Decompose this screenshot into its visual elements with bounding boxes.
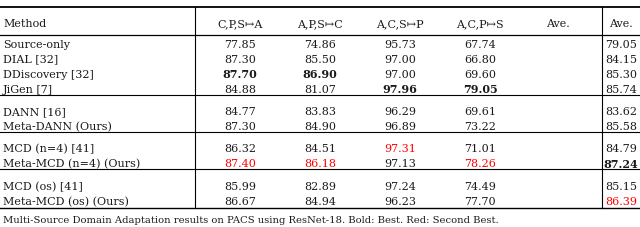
Text: 96.89: 96.89 (384, 121, 416, 131)
Text: 96.23: 96.23 (384, 196, 416, 206)
Text: 79.05: 79.05 (463, 84, 497, 95)
Text: Meta-DANN (Ours): Meta-DANN (Ours) (3, 121, 112, 132)
Text: 97.00: 97.00 (384, 54, 416, 64)
Text: Method: Method (3, 19, 47, 29)
Text: 77.70: 77.70 (464, 196, 496, 206)
Text: 84.88: 84.88 (224, 84, 256, 94)
Text: 74.49: 74.49 (464, 181, 496, 191)
Text: MCD (n=4) [41]: MCD (n=4) [41] (3, 144, 95, 154)
Text: 84.94: 84.94 (304, 196, 336, 206)
Text: 85.50: 85.50 (304, 54, 336, 64)
Text: 97.13: 97.13 (384, 159, 416, 169)
Text: 69.61: 69.61 (464, 107, 496, 116)
Text: 97.00: 97.00 (384, 69, 416, 79)
Text: 74.86: 74.86 (304, 39, 336, 49)
Text: 85.74: 85.74 (605, 84, 637, 94)
Text: 84.90: 84.90 (304, 121, 336, 131)
Text: 85.99: 85.99 (224, 181, 256, 191)
Text: A,P,S↦C: A,P,S↦C (297, 19, 343, 29)
Text: 85.58: 85.58 (605, 121, 637, 131)
Text: 78.26: 78.26 (464, 159, 496, 169)
Text: Meta-MCD (os) (Ours): Meta-MCD (os) (Ours) (3, 196, 129, 206)
Text: 84.15: 84.15 (605, 54, 637, 64)
Text: 97.24: 97.24 (384, 181, 416, 191)
Text: 81.07: 81.07 (304, 84, 336, 94)
Text: A,C,S↦P: A,C,S↦P (376, 19, 424, 29)
Text: 85.30: 85.30 (605, 69, 637, 79)
Text: Multi-Source Domain Adaptation results on PACS using ResNet-18. Bold: Best. Red:: Multi-Source Domain Adaptation results o… (3, 215, 499, 224)
Text: 97.31: 97.31 (384, 144, 416, 154)
Text: 87.30: 87.30 (224, 54, 256, 64)
Text: 84.51: 84.51 (304, 144, 336, 154)
Text: 71.01: 71.01 (464, 144, 496, 154)
Text: 67.74: 67.74 (464, 39, 496, 49)
Text: 86.90: 86.90 (303, 69, 337, 80)
Text: 87.40: 87.40 (224, 159, 256, 169)
Text: 83.83: 83.83 (304, 107, 336, 116)
Text: 95.73: 95.73 (384, 39, 416, 49)
Text: Ave.: Ave. (546, 19, 570, 29)
Text: 82.89: 82.89 (304, 181, 336, 191)
Text: DDiscovery [32]: DDiscovery [32] (3, 69, 94, 79)
Text: 86.32: 86.32 (224, 144, 256, 154)
Text: Ave.: Ave. (609, 19, 633, 29)
Text: 73.22: 73.22 (464, 121, 496, 131)
Text: MCD (os) [41]: MCD (os) [41] (3, 181, 83, 191)
Text: A,C,P↦S: A,C,P↦S (456, 19, 504, 29)
Text: DIAL [32]: DIAL [32] (3, 54, 58, 64)
Text: 85.15: 85.15 (605, 181, 637, 191)
Text: 83.62: 83.62 (605, 107, 637, 116)
Text: Source-only: Source-only (3, 39, 70, 49)
Text: 96.29: 96.29 (384, 107, 416, 116)
Text: 97.96: 97.96 (383, 84, 417, 95)
Text: Meta-MCD (n=4) (Ours): Meta-MCD (n=4) (Ours) (3, 159, 140, 169)
Text: 84.77: 84.77 (224, 107, 256, 116)
Text: 77.85: 77.85 (224, 39, 256, 49)
Text: 87.30: 87.30 (224, 121, 256, 131)
Text: 87.70: 87.70 (223, 69, 257, 80)
Text: 86.67: 86.67 (224, 196, 256, 206)
Text: 84.79: 84.79 (605, 144, 637, 154)
Text: 86.18: 86.18 (304, 159, 336, 169)
Text: 87.24: 87.24 (604, 158, 638, 169)
Text: 69.60: 69.60 (464, 69, 496, 79)
Text: DANN [16]: DANN [16] (3, 107, 66, 116)
Text: 86.39: 86.39 (605, 196, 637, 206)
Text: JiGen [7]: JiGen [7] (3, 84, 53, 94)
Text: C,P,S↦A: C,P,S↦A (218, 19, 262, 29)
Text: 66.80: 66.80 (464, 54, 496, 64)
Text: 79.05: 79.05 (605, 39, 637, 49)
